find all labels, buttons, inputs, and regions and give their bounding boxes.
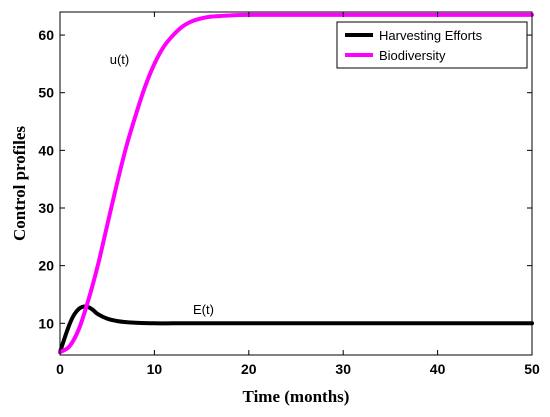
- y-tick-label: 40: [38, 142, 54, 158]
- x-tick-label: 20: [241, 361, 257, 377]
- plot-frame: [59, 11, 533, 356]
- x-tick-label: 0: [56, 361, 64, 377]
- y-axis-title: Control profiles: [10, 126, 29, 241]
- series-layer: [58, 12, 534, 355]
- legend-label-0: Harvesting Efforts: [379, 28, 483, 43]
- y-tick-label: 30: [38, 200, 54, 216]
- y-tick-label: 10: [38, 315, 54, 331]
- legend-label-1: Biodiversity: [379, 48, 446, 63]
- x-tick-label: 40: [430, 361, 446, 377]
- legend-box: [336, 21, 528, 69]
- x-tick-label: 10: [147, 361, 163, 377]
- x-tick-label: 30: [335, 361, 351, 377]
- annotation-0: u(t): [110, 52, 130, 67]
- y-tick-label: 50: [38, 85, 54, 101]
- annotation-layer: u(t) E(t): [110, 52, 214, 317]
- y-tick-label: 20: [38, 258, 54, 274]
- x-axis-title: Time (months): [243, 387, 350, 406]
- y-tick-label: 60: [38, 27, 54, 43]
- series-line-0: [58, 304, 534, 355]
- series-line-1: [58, 12, 534, 355]
- ticks-layer: 0 10 20 30 40 50 10 20 30 40 50 60: [38, 12, 540, 377]
- annotation-1: E(t): [193, 302, 214, 317]
- legend: Harvesting Efforts Biodiversity: [336, 21, 528, 69]
- x-tick-label: 50: [524, 361, 540, 377]
